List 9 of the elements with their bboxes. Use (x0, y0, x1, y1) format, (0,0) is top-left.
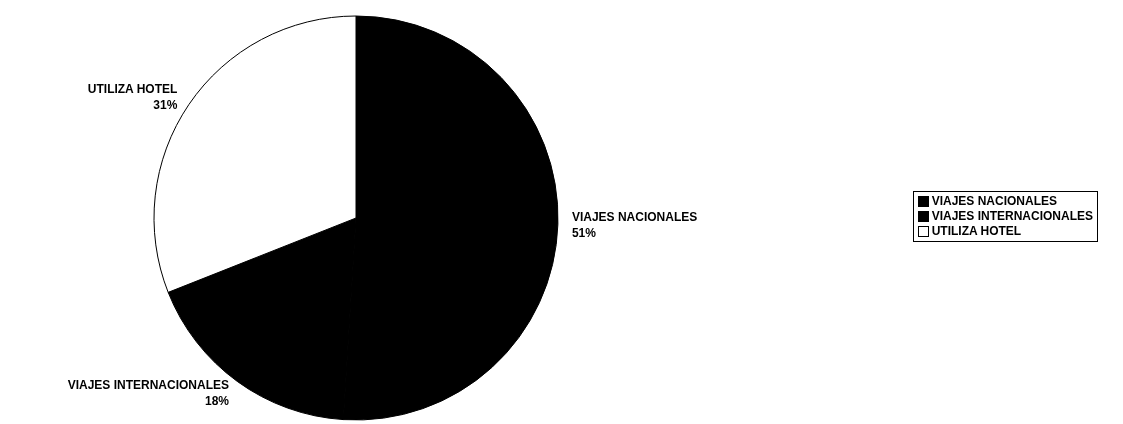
slice-label: UTILIZA HOTEL (87, 81, 178, 96)
slice-label: VIAJES NACIONALES (571, 210, 698, 225)
data-label: 31% (153, 97, 178, 112)
data-label: 51% (571, 225, 597, 240)
legend-label: VIAJES INTERNACIONALES (931, 208, 1093, 224)
legend-label: UTILIZA HOTEL (931, 223, 1022, 239)
slice-label: VIAJES INTERNACIONALES (67, 378, 230, 393)
legend-label: VIAJES NACIONALES (931, 193, 1057, 209)
data-label: 18% (205, 393, 230, 408)
